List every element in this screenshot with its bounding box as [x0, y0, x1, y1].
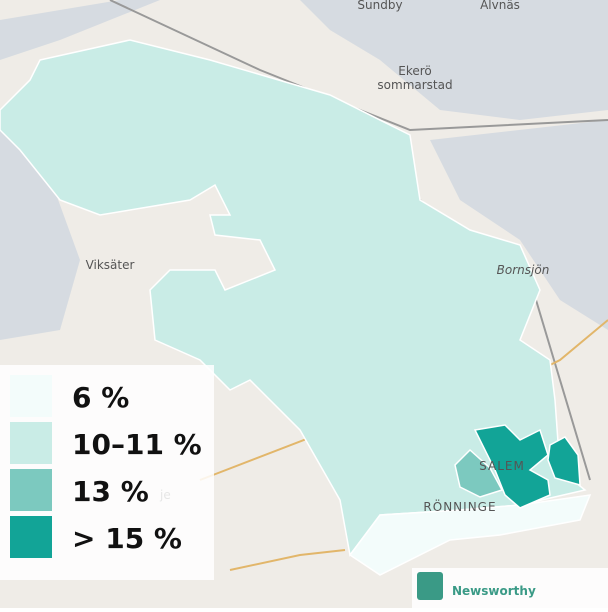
legend-label: > 15 % — [72, 522, 182, 555]
region — [348, 494, 592, 576]
region — [547, 436, 581, 487]
place-label: Alvnäs — [480, 0, 520, 12]
legend-label: 6 % — [72, 381, 129, 414]
regions — [0, 39, 592, 576]
region — [454, 448, 504, 498]
legend: 6 % 10–11 % 13 % > 15 % — [10, 375, 202, 558]
place-labels: Sundby Alvnäs Ekerö sommarstad Viksäter … — [86, 0, 550, 514]
place-label: Viksäter — [86, 258, 135, 272]
brand-box — [412, 568, 608, 608]
brand-name: Newsworthy — [452, 584, 536, 598]
place-label: Sundby — [357, 0, 402, 12]
place-label: Ekerö — [398, 64, 432, 78]
place-label: SALEM — [479, 459, 525, 473]
legend-swatch — [10, 422, 52, 464]
legend-swatch — [10, 516, 52, 558]
legend-label: 13 % — [72, 475, 149, 508]
legend-label: 10–11 % — [72, 428, 202, 461]
water — [0, 0, 608, 340]
brand-icon — [417, 572, 443, 600]
legend-swatch — [10, 469, 52, 511]
legend-swatch — [10, 375, 52, 417]
brand: Newsworthy — [412, 568, 608, 608]
region — [0, 39, 587, 557]
place-label: sommarstad — [377, 78, 452, 92]
region — [473, 424, 551, 509]
place-label: Bornsjön — [497, 263, 550, 277]
place-label: RÖNNINGE — [423, 498, 496, 514]
